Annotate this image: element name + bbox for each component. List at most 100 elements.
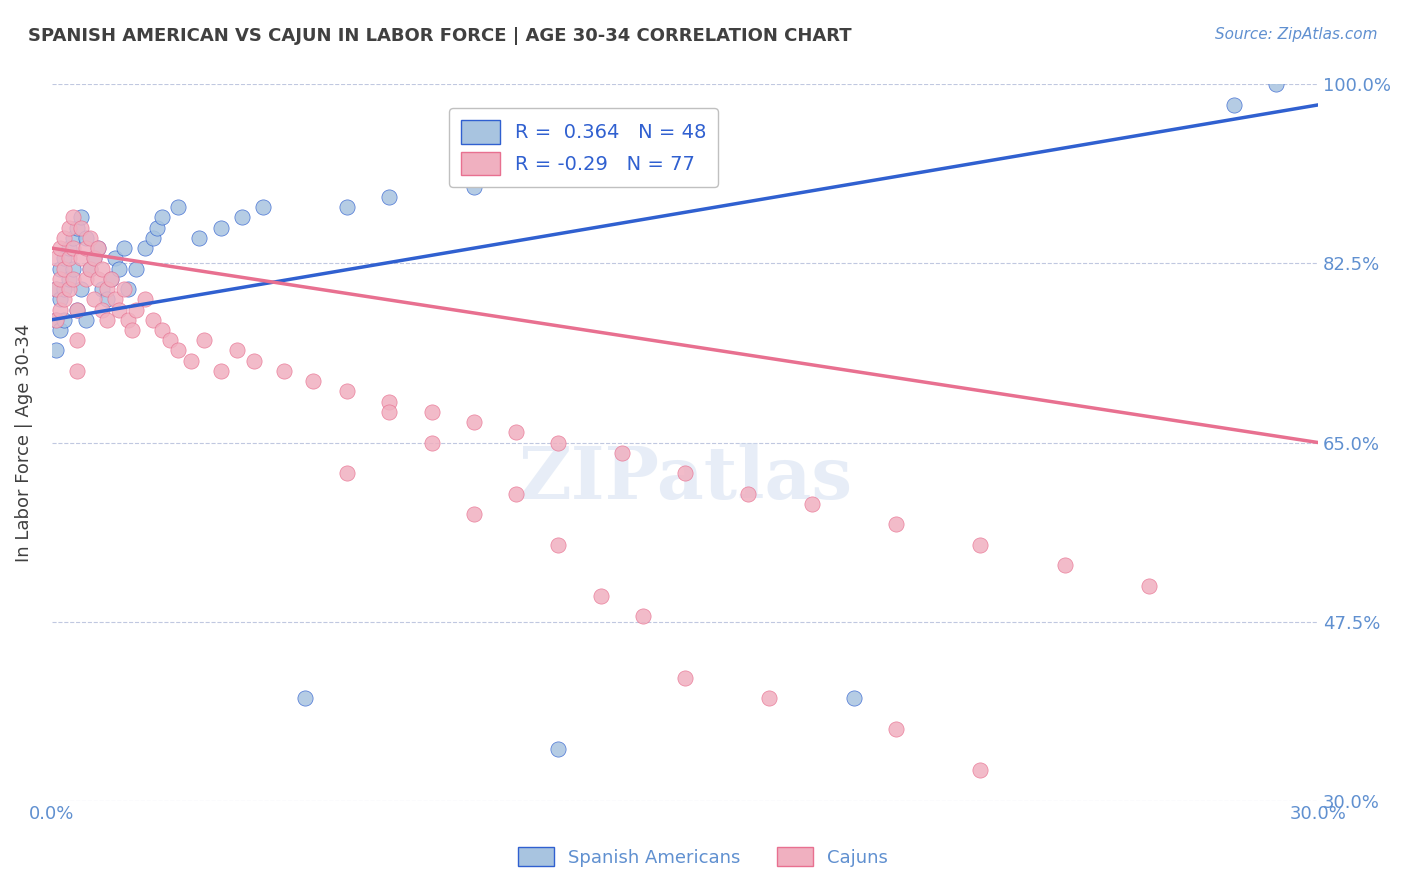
Point — [294, 691, 316, 706]
Point — [83, 252, 105, 266]
Point — [142, 231, 165, 245]
Point — [62, 272, 84, 286]
Point — [420, 405, 443, 419]
Point — [79, 231, 101, 245]
Point — [53, 282, 76, 296]
Point — [134, 241, 156, 255]
Point — [91, 282, 114, 296]
Point — [100, 272, 122, 286]
Point — [96, 312, 118, 326]
Point — [505, 486, 527, 500]
Point — [631, 609, 654, 624]
Point — [336, 384, 359, 399]
Point — [226, 343, 249, 358]
Point — [159, 333, 181, 347]
Point — [53, 252, 76, 266]
Point — [45, 343, 67, 358]
Point — [108, 261, 131, 276]
Point — [66, 364, 89, 378]
Text: SPANISH AMERICAN VS CAJUN IN LABOR FORCE | AGE 30-34 CORRELATION CHART: SPANISH AMERICAN VS CAJUN IN LABOR FORCE… — [28, 27, 852, 45]
Point — [53, 231, 76, 245]
Point — [45, 282, 67, 296]
Point — [193, 333, 215, 347]
Point — [146, 220, 169, 235]
Point — [150, 323, 173, 337]
Point — [336, 200, 359, 214]
Point — [180, 353, 202, 368]
Point — [1264, 78, 1286, 92]
Point — [53, 293, 76, 307]
Point — [969, 538, 991, 552]
Point — [91, 261, 114, 276]
Point — [758, 691, 780, 706]
Point — [125, 302, 148, 317]
Point — [66, 302, 89, 317]
Point — [243, 353, 266, 368]
Point — [49, 272, 72, 286]
Point — [420, 435, 443, 450]
Point — [49, 261, 72, 276]
Point — [167, 343, 190, 358]
Point — [112, 241, 135, 255]
Point — [336, 467, 359, 481]
Point — [96, 293, 118, 307]
Point — [83, 252, 105, 266]
Point — [117, 312, 139, 326]
Point — [547, 538, 569, 552]
Point — [83, 293, 105, 307]
Legend: R =  0.364   N = 48, R = -0.29   N = 77: R = 0.364 N = 48, R = -0.29 N = 77 — [449, 109, 718, 187]
Point — [800, 497, 823, 511]
Point — [70, 211, 93, 225]
Point — [1222, 98, 1244, 112]
Point — [58, 282, 80, 296]
Point — [104, 252, 127, 266]
Point — [117, 282, 139, 296]
Point — [62, 261, 84, 276]
Point — [121, 323, 143, 337]
Point — [378, 405, 401, 419]
Point — [96, 282, 118, 296]
Point — [463, 415, 485, 429]
Point — [302, 374, 325, 388]
Point — [70, 220, 93, 235]
Point — [53, 312, 76, 326]
Point — [252, 200, 274, 214]
Point — [1137, 579, 1160, 593]
Point — [737, 486, 759, 500]
Point — [125, 261, 148, 276]
Point — [45, 312, 67, 326]
Point — [58, 220, 80, 235]
Legend: Spanish Americans, Cajuns: Spanish Americans, Cajuns — [510, 840, 896, 874]
Point — [49, 323, 72, 337]
Point — [884, 517, 907, 532]
Point — [87, 241, 110, 255]
Point — [673, 467, 696, 481]
Point — [378, 190, 401, 204]
Point — [842, 691, 865, 706]
Point — [49, 241, 72, 255]
Point — [1053, 558, 1076, 573]
Point — [378, 394, 401, 409]
Point — [273, 364, 295, 378]
Point — [75, 231, 97, 245]
Point — [209, 220, 232, 235]
Point — [108, 302, 131, 317]
Point — [505, 425, 527, 440]
Point — [91, 302, 114, 317]
Point — [75, 272, 97, 286]
Point — [62, 231, 84, 245]
Point — [53, 261, 76, 276]
Point — [70, 252, 93, 266]
Point — [142, 312, 165, 326]
Point — [75, 312, 97, 326]
Point — [463, 179, 485, 194]
Point — [79, 261, 101, 276]
Point — [209, 364, 232, 378]
Point — [673, 169, 696, 184]
Point — [100, 272, 122, 286]
Point — [231, 211, 253, 225]
Point — [884, 722, 907, 736]
Point — [188, 231, 211, 245]
Point — [87, 241, 110, 255]
Point — [45, 282, 67, 296]
